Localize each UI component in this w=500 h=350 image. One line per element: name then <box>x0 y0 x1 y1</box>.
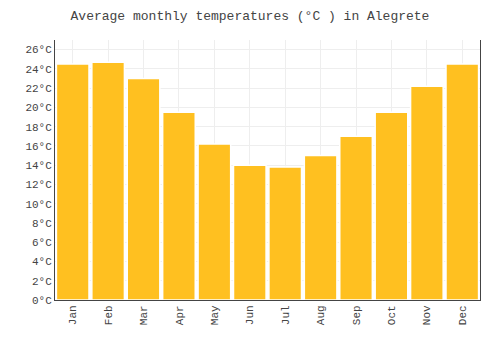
svg-text:24°C: 24°C <box>25 64 52 76</box>
svg-text:Jun: Jun <box>244 305 256 325</box>
svg-text:14°C: 14°C <box>25 160 52 172</box>
svg-text:6°C: 6°C <box>32 237 52 249</box>
svg-text:4°C: 4°C <box>32 256 52 268</box>
svg-text:12°C: 12°C <box>25 179 52 191</box>
svg-text:Sep: Sep <box>351 305 363 325</box>
svg-text:26°C: 26°C <box>25 44 52 56</box>
svg-text:20°C: 20°C <box>25 102 52 114</box>
svg-text:May: May <box>209 305 221 325</box>
svg-text:Nov: Nov <box>421 305 433 325</box>
svg-text:Jan: Jan <box>67 305 79 325</box>
svg-text:18°C: 18°C <box>25 122 52 134</box>
svg-text:10°C: 10°C <box>25 199 52 211</box>
svg-text:Feb: Feb <box>103 305 115 325</box>
svg-text:Oct: Oct <box>386 305 398 325</box>
svg-text:Apr: Apr <box>174 305 186 325</box>
svg-text:16°C: 16°C <box>25 141 52 153</box>
svg-text:Mar: Mar <box>138 305 150 325</box>
svg-text:Average monthly temperatures (: Average monthly temperatures (°C ) in Al… <box>71 9 430 24</box>
svg-text:0°C: 0°C <box>32 295 52 307</box>
svg-text:Dec: Dec <box>457 305 469 325</box>
svg-text:Jul: Jul <box>280 305 292 325</box>
svg-text:22°C: 22°C <box>25 83 52 95</box>
svg-text:8°C: 8°C <box>32 218 52 230</box>
svg-text:Aug: Aug <box>315 305 327 325</box>
svg-text:2°C: 2°C <box>32 276 52 288</box>
